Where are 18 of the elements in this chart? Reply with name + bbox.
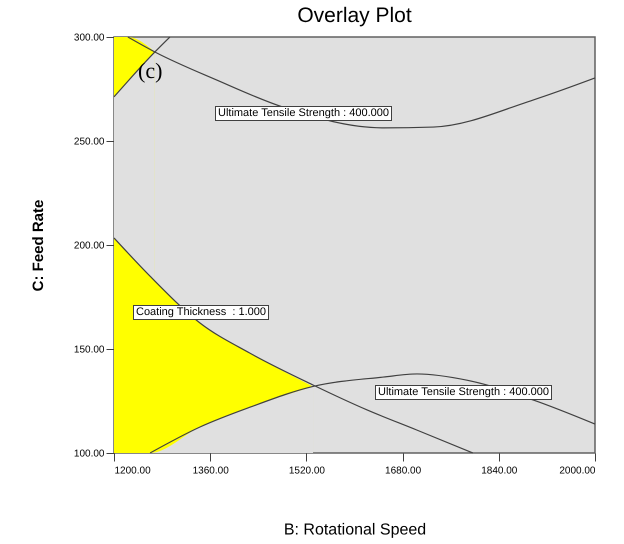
chart-title: Overlay Plot [297,4,412,27]
annotation: Ultimate Tensile Strength : 400.000 [375,385,552,400]
annotation: Coating Thickness : 1.000 [133,305,270,320]
y-axis-title: C: Feed Rate [30,200,47,292]
y-tick-label: 200.00 [74,240,105,252]
y-tick-label: 100.00 [74,448,105,460]
annotation: Ultimate Tensile Strength : 400.000 [215,106,392,121]
y-tick-label: 150.00 [74,344,105,356]
x-tick-label: 1200.00 [114,466,152,476]
y-tick-label: 300.00 [74,32,105,44]
x-tick-label: 1520.00 [288,466,326,476]
x-axis-title: B: Rotational Speed [284,522,426,538]
x-tick-label: 1840.00 [481,466,518,476]
x-tick-label: 1360.00 [192,466,230,476]
x-tick-label: 1680.00 [385,466,422,476]
annotation: (c) [138,58,162,84]
x-tick-label: 2000.00 [559,466,596,476]
y-tick-label: 250.00 [74,136,105,148]
